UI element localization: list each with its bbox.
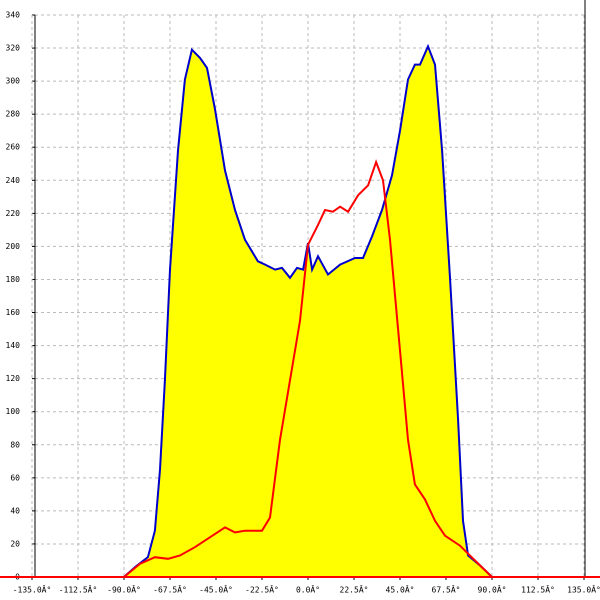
x-tick-label: 135.0Â°	[567, 584, 600, 595]
y-tick-label: 140	[6, 341, 21, 350]
y-tick-label: 220	[6, 209, 21, 218]
x-tick-label: -67.5Â°	[153, 584, 187, 595]
y-tick-label: 160	[6, 308, 21, 317]
y-tick-label: 80	[10, 440, 20, 449]
y-tick-label: 200	[6, 242, 21, 251]
x-tick-label: -45.0Â°	[199, 584, 233, 595]
y-tick-label: 60	[10, 473, 20, 482]
y-tick-label: 40	[10, 506, 20, 515]
x-tick-label: -22.5Â°	[245, 584, 279, 595]
x-tick-label: -90.0Â°	[107, 584, 141, 595]
x-tick-label: 0.0Â°	[296, 584, 320, 595]
x-tick-label: -135.0Â°	[13, 584, 52, 595]
y-tick-label: 260	[6, 143, 21, 152]
area	[124, 46, 492, 577]
y-tick-label: 120	[6, 374, 21, 383]
y-tick-label: 100	[6, 407, 21, 416]
x-tick-label: 45.0Â°	[386, 584, 415, 595]
line	[123, 43, 493, 578]
y-tick-label: 280	[6, 110, 21, 119]
x-tick-label: -112.5Â°	[59, 584, 98, 595]
x-tick-label: 112.5Â°	[521, 584, 555, 595]
line	[123, 159, 493, 578]
y-tick-label: 320	[6, 44, 21, 53]
y-tick-label: 240	[6, 176, 21, 185]
x-tick-label: 22.5Â°	[340, 584, 369, 595]
y-tick-label: 20	[10, 539, 20, 548]
y-tick-label: 300	[6, 77, 21, 86]
x-tick-label: 67.5Â°	[432, 584, 461, 595]
y-tick-label: 340	[6, 11, 21, 20]
y-tick-label: 180	[6, 275, 21, 284]
x-tick-label: 90.0Â°	[478, 584, 507, 595]
